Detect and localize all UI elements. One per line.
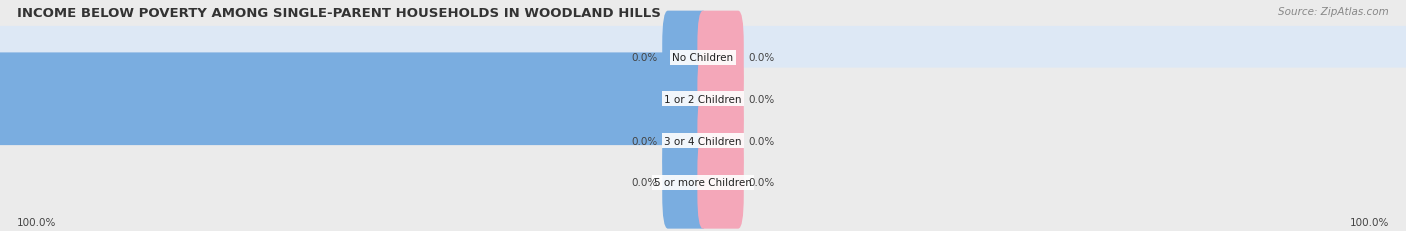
FancyBboxPatch shape — [0, 27, 1406, 172]
Text: 0.0%: 0.0% — [631, 136, 657, 146]
FancyBboxPatch shape — [0, 110, 1406, 231]
Text: 0.0%: 0.0% — [749, 136, 775, 146]
Text: 0.0%: 0.0% — [631, 53, 657, 63]
FancyBboxPatch shape — [662, 136, 709, 229]
FancyBboxPatch shape — [662, 12, 709, 104]
Text: 100.0%: 100.0% — [1350, 217, 1389, 227]
Text: 0.0%: 0.0% — [749, 177, 775, 188]
Text: 0.0%: 0.0% — [749, 53, 775, 63]
Text: INCOME BELOW POVERTY AMONG SINGLE-PARENT HOUSEHOLDS IN WOODLAND HILLS: INCOME BELOW POVERTY AMONG SINGLE-PARENT… — [17, 7, 661, 20]
FancyBboxPatch shape — [0, 53, 709, 146]
FancyBboxPatch shape — [0, 68, 1406, 213]
FancyBboxPatch shape — [697, 53, 744, 146]
Text: 0.0%: 0.0% — [631, 177, 657, 188]
FancyBboxPatch shape — [662, 95, 709, 187]
Text: 5 or more Children: 5 or more Children — [654, 177, 752, 188]
Text: Source: ZipAtlas.com: Source: ZipAtlas.com — [1278, 7, 1389, 17]
Text: 1 or 2 Children: 1 or 2 Children — [664, 94, 742, 104]
Text: No Children: No Children — [672, 53, 734, 63]
Text: 3 or 4 Children: 3 or 4 Children — [664, 136, 742, 146]
FancyBboxPatch shape — [697, 136, 744, 229]
FancyBboxPatch shape — [0, 0, 1406, 130]
Text: 0.0%: 0.0% — [749, 94, 775, 104]
Text: 100.0%: 100.0% — [17, 217, 56, 227]
FancyBboxPatch shape — [697, 95, 744, 187]
FancyBboxPatch shape — [697, 12, 744, 104]
